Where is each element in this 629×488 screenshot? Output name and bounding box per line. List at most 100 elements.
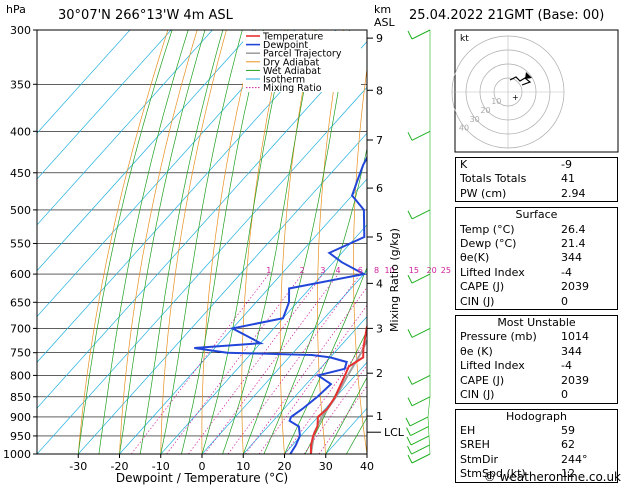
index-value: 41 xyxy=(561,172,613,186)
dry-adiabat-line xyxy=(78,30,168,454)
wind-barb xyxy=(412,445,430,454)
legend-label: Mixing Ratio xyxy=(263,83,322,94)
wind-barb-flag xyxy=(408,132,412,140)
wet-adiabat-line xyxy=(99,30,188,454)
wind-barb-flag xyxy=(408,329,412,337)
wind-barb xyxy=(412,375,430,384)
index-value: 244° xyxy=(561,453,613,467)
pressure-tick-label: 950 xyxy=(10,430,31,443)
index-row: Lifted Index-4 xyxy=(460,359,613,373)
block-title: Most Unstable xyxy=(460,316,613,330)
pressure-tick-label: 450 xyxy=(10,167,31,180)
mixing-ratio-label: 4 xyxy=(336,266,341,275)
index-label: SREH xyxy=(460,438,561,452)
index-row: Lifted Index-4 xyxy=(460,266,613,280)
wind-barb xyxy=(412,210,430,219)
index-row: Dewp (°C)21.4 xyxy=(460,237,613,251)
index-row: θe (K)344 xyxy=(460,345,613,359)
wind-barb-flag xyxy=(408,275,412,283)
hodograph-ring-label: 40 xyxy=(459,124,469,133)
dry-adiabat-line xyxy=(161,30,227,454)
index-row: Pressure (mb)1014 xyxy=(460,330,613,344)
km-tick-label: 1 xyxy=(376,410,383,423)
index-value: 59 xyxy=(561,424,613,438)
block-title: Hodograph xyxy=(460,410,613,424)
wind-staff xyxy=(430,445,431,454)
index-value: 62 xyxy=(561,438,613,452)
index-row: CAPE (J)2039 xyxy=(460,374,613,388)
km-tick-label: 2 xyxy=(376,367,383,380)
wind-barb xyxy=(412,328,430,337)
units-asl: ASL xyxy=(374,16,396,29)
index-label: Pressure (mb) xyxy=(460,330,561,344)
mixing-ratio-label: 25 xyxy=(441,266,451,275)
wind-barb xyxy=(412,30,430,39)
hodograph-ring-label: 20 xyxy=(480,106,490,115)
index-label: CIN (J) xyxy=(460,295,561,309)
pressure-tick-label: 750 xyxy=(10,347,31,360)
index-value: 26.4 xyxy=(561,223,613,237)
km-tick-label: 9 xyxy=(376,32,383,45)
index-row: K-9 xyxy=(460,158,613,172)
wind-staff xyxy=(428,397,430,417)
index-value: -4 xyxy=(561,359,613,373)
wind-staff xyxy=(429,427,430,436)
index-label: θe(K) xyxy=(460,251,561,265)
isotherm-line xyxy=(37,30,419,454)
wind-barb xyxy=(411,427,429,436)
wet-adiabat-line xyxy=(181,30,263,454)
index-row: Temp (°C)26.4 xyxy=(460,223,613,237)
index-row: CAPE (J)2039 xyxy=(460,280,613,294)
x-axis-label: Dewpoint / Temperature (°C) xyxy=(116,471,288,485)
temp-tick-label: 30 xyxy=(319,460,333,473)
mixing-ratio-line xyxy=(131,274,268,454)
wind-barb-flag xyxy=(408,455,412,463)
wind-barb xyxy=(412,131,430,140)
isotherm-line xyxy=(0,30,295,454)
km-tick-label: 5 xyxy=(376,231,383,244)
mixing-ratio-axis-label: Mixing Ratio (g/kg) xyxy=(388,228,401,332)
wind-barb-flag xyxy=(408,398,412,406)
index-value: 2039 xyxy=(561,374,613,388)
km-tick-label: 8 xyxy=(376,84,383,97)
wet-adiabat-line xyxy=(120,30,206,454)
km-tick-label: 4 xyxy=(376,277,383,290)
isotherm-line xyxy=(0,30,254,454)
km-tick-label: 7 xyxy=(376,134,383,147)
wind-barb-flag xyxy=(408,211,412,219)
wind-barb xyxy=(411,436,429,445)
wet-adiabat-line xyxy=(78,30,172,454)
wind-barb-flag xyxy=(407,428,411,436)
mixing-ratio-label: 3 xyxy=(320,266,325,275)
units-hpa: hPa xyxy=(6,3,26,16)
index-label: CIN (J) xyxy=(460,388,561,402)
dry-adiabat-line xyxy=(354,30,373,454)
hodograph-ring-label: 30 xyxy=(470,115,480,124)
index-value: 1014 xyxy=(561,330,613,344)
index-label: EH xyxy=(460,424,561,438)
isotherm-line xyxy=(0,30,212,454)
mixing-ratio-label: 15 xyxy=(409,266,419,275)
wind-barb-flag xyxy=(406,418,410,426)
km-tick-label: 6 xyxy=(376,182,383,195)
index-value: 2039 xyxy=(561,280,613,294)
index-label: PW (cm) xyxy=(460,187,561,201)
pressure-tick-label: 500 xyxy=(10,204,31,217)
wind-barbs xyxy=(406,30,430,463)
profile-lines xyxy=(194,30,486,454)
wind-barb-flag xyxy=(407,437,411,445)
wind-barb-flag xyxy=(408,376,412,384)
hodograph-kt-label: kt xyxy=(460,34,469,44)
pressure-tick-label: 850 xyxy=(10,391,31,404)
index-label: CAPE (J) xyxy=(460,280,561,294)
mixing-ratio-line xyxy=(188,274,323,454)
index-label: Lifted Index xyxy=(460,359,561,373)
wind-barb xyxy=(412,454,430,463)
index-label: Lifted Index xyxy=(460,266,561,280)
